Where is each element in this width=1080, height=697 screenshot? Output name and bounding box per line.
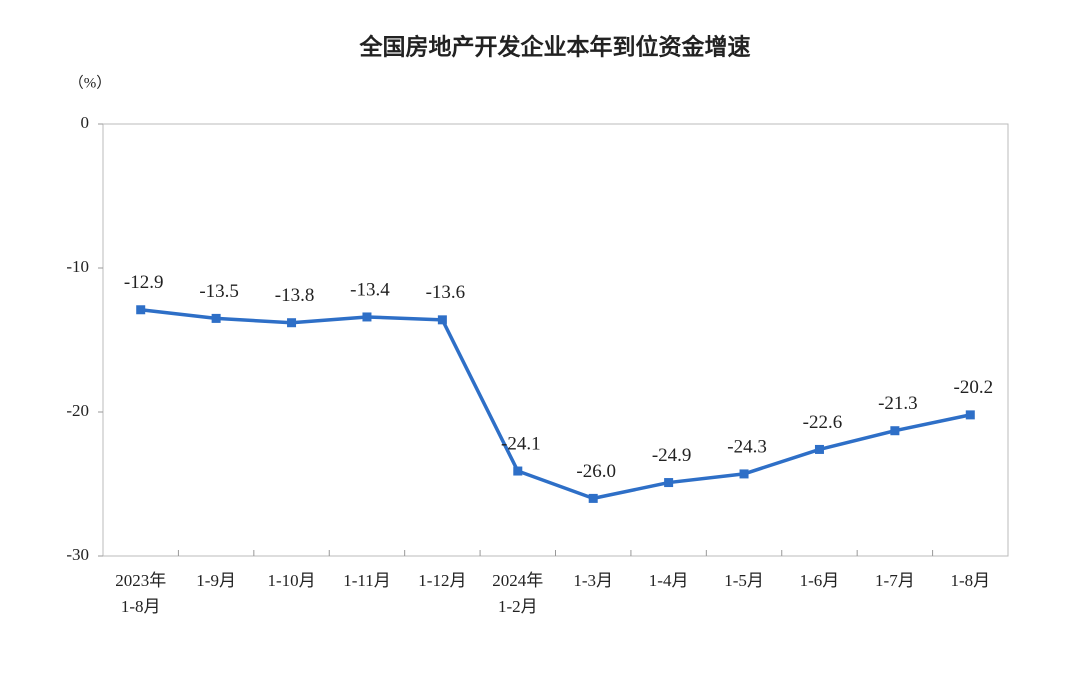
data-label: -13.4 <box>350 279 390 300</box>
data-label: -21.3 <box>878 393 918 414</box>
y-tick-label: 0 <box>81 113 90 132</box>
y-unit: （%） <box>69 74 112 91</box>
data-label: -13.8 <box>275 285 315 306</box>
marker <box>437 315 447 325</box>
marker <box>664 478 674 488</box>
chart-title: 全国房地产开发企业本年到位资金增速 <box>359 34 751 61</box>
plot-frame <box>102 123 1009 557</box>
marker <box>965 410 975 420</box>
marker <box>287 318 297 328</box>
x-tick-label: 1-4月 <box>649 571 689 590</box>
x-tick-label: 1-9月 <box>196 571 236 590</box>
x-tick-label: 1-7月 <box>875 571 915 590</box>
x-tick-label: 1-5月 <box>724 571 764 590</box>
data-label: -22.6 <box>803 412 843 433</box>
x-tick-label: 2024年 1-2月 <box>492 571 543 616</box>
data-label: -13.6 <box>426 282 466 303</box>
marker <box>588 493 598 503</box>
data-label: -20.2 <box>954 377 994 398</box>
marker <box>890 426 900 436</box>
data-label: -24.1 <box>501 433 541 454</box>
marker <box>136 305 146 315</box>
data-label: -24.3 <box>727 436 767 457</box>
marker <box>739 469 749 479</box>
marker <box>814 444 824 454</box>
y-tick-label: -30 <box>66 545 89 564</box>
y-tick-label: -10 <box>66 257 89 276</box>
data-label: -13.5 <box>199 281 239 302</box>
marker <box>211 313 221 323</box>
marker <box>362 312 372 322</box>
x-tick-label: 1-11月 <box>343 571 391 590</box>
data-label: -26.0 <box>576 461 616 482</box>
data-label: -12.9 <box>124 272 164 293</box>
marker <box>513 466 523 476</box>
x-tick-label: 1-10月 <box>267 571 315 590</box>
data-label: -24.9 <box>652 445 692 466</box>
x-tick-label: 2023年 1-8月 <box>115 571 166 616</box>
x-tick-label: 1-8月 <box>950 571 990 590</box>
x-tick-label: 1-12月 <box>418 571 466 590</box>
y-tick-label: -20 <box>66 401 89 420</box>
line <box>140 308 971 501</box>
x-tick-label: 1-6月 <box>800 571 840 590</box>
x-tick-label: 1-3月 <box>573 571 613 590</box>
